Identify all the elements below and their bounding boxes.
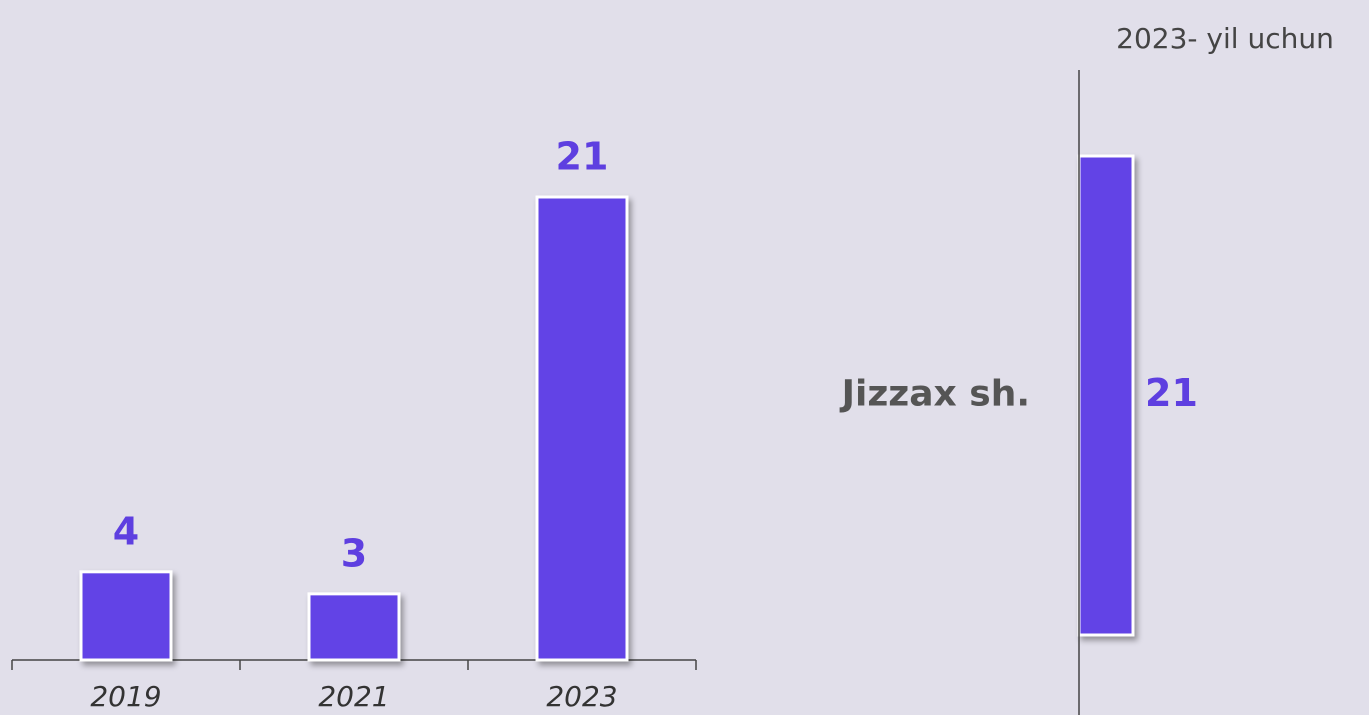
bar xyxy=(1077,154,1135,637)
value-label: 3 xyxy=(341,531,367,575)
y-tick-label: Jizzax sh. xyxy=(839,374,1030,415)
bar xyxy=(307,592,401,662)
x-tick-label: 2023 xyxy=(546,680,617,713)
value-label: 21 xyxy=(1145,371,1198,415)
bar xyxy=(535,195,629,662)
x-tick-label: 2021 xyxy=(318,680,389,713)
value-label: 4 xyxy=(113,509,139,553)
value-label: 21 xyxy=(556,135,609,179)
x-tick-label: 2019 xyxy=(90,680,161,713)
bar xyxy=(79,570,173,662)
chart-title: 2023- yil uchun xyxy=(1116,22,1334,55)
